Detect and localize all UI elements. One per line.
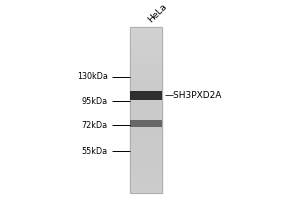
Text: 55kDa: 55kDa: [82, 147, 108, 156]
Text: 95kDa: 95kDa: [82, 97, 108, 106]
Text: 72kDa: 72kDa: [82, 121, 108, 130]
Bar: [130, 27, 162, 193]
Bar: [130, 91, 162, 100]
Text: 130kDa: 130kDa: [77, 72, 108, 81]
Bar: [130, 120, 162, 127]
Text: HeLa: HeLa: [146, 2, 169, 25]
Text: —SH3PXD2A: —SH3PXD2A: [165, 91, 222, 100]
